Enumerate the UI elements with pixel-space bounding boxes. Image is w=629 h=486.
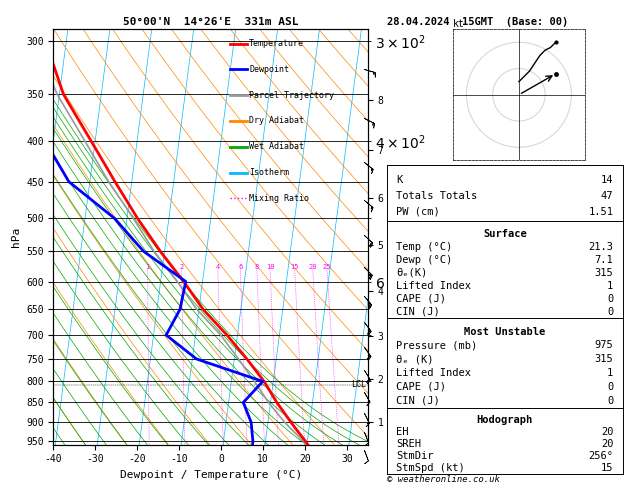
Text: 25: 25: [323, 264, 331, 270]
Text: Temperature: Temperature: [249, 39, 304, 48]
Text: 6: 6: [238, 264, 243, 270]
X-axis label: Dewpoint / Temperature (°C): Dewpoint / Temperature (°C): [120, 470, 302, 480]
Text: 1: 1: [607, 368, 613, 378]
Text: CAPE (J): CAPE (J): [396, 294, 446, 304]
Text: 47: 47: [601, 191, 613, 201]
Text: 15: 15: [601, 463, 613, 473]
Text: 8: 8: [255, 264, 259, 270]
Text: 14: 14: [601, 175, 613, 185]
Text: Dewpoint: Dewpoint: [249, 65, 289, 74]
Text: StmSpd (kt): StmSpd (kt): [396, 463, 465, 473]
Text: Wet Adiabat: Wet Adiabat: [249, 142, 304, 151]
Text: Isotherm: Isotherm: [249, 168, 289, 177]
Text: 15: 15: [291, 264, 299, 270]
Title: 50°00'N  14°26'E  331m ASL: 50°00'N 14°26'E 331m ASL: [123, 17, 299, 27]
Text: θₑ (K): θₑ (K): [396, 354, 434, 364]
Text: Totals Totals: Totals Totals: [396, 191, 477, 201]
Text: Most Unstable: Most Unstable: [464, 327, 545, 337]
Text: PW (cm): PW (cm): [396, 207, 440, 217]
Text: CIN (J): CIN (J): [396, 307, 440, 317]
Text: 1: 1: [607, 281, 613, 291]
Text: Pressure (mb): Pressure (mb): [396, 341, 477, 350]
Text: © weatheronline.co.uk: © weatheronline.co.uk: [387, 474, 499, 484]
Text: 2: 2: [179, 264, 184, 270]
Text: Temp (°C): Temp (°C): [396, 242, 452, 252]
Text: 1: 1: [145, 264, 150, 270]
Text: 975: 975: [594, 341, 613, 350]
Text: Surface: Surface: [483, 229, 526, 239]
Text: CIN (J): CIN (J): [396, 396, 440, 406]
Text: θₑ(K): θₑ(K): [396, 268, 428, 278]
Text: Mixing Ratio: Mixing Ratio: [249, 194, 309, 203]
Text: K: K: [396, 175, 403, 185]
Text: 10: 10: [266, 264, 274, 270]
Y-axis label: km
ASL: km ASL: [434, 237, 452, 259]
Text: 0: 0: [607, 294, 613, 304]
Text: 4: 4: [216, 264, 220, 270]
Text: 20: 20: [601, 427, 613, 437]
Text: 0: 0: [607, 307, 613, 317]
Text: Dry Adiabat: Dry Adiabat: [249, 117, 304, 125]
Text: Lifted Index: Lifted Index: [396, 368, 471, 378]
Text: 21.3: 21.3: [588, 242, 613, 252]
Text: 315: 315: [594, 354, 613, 364]
Text: 20: 20: [308, 264, 317, 270]
Text: 1.51: 1.51: [588, 207, 613, 217]
Text: 28.04.2024  15GMT  (Base: 00): 28.04.2024 15GMT (Base: 00): [387, 17, 568, 27]
Text: CAPE (J): CAPE (J): [396, 382, 446, 392]
Y-axis label: hPa: hPa: [11, 227, 21, 247]
Text: EH: EH: [396, 427, 409, 437]
Text: Dewp (°C): Dewp (°C): [396, 255, 452, 265]
Text: 20: 20: [601, 439, 613, 449]
Text: LCL: LCL: [351, 381, 366, 389]
Text: 315: 315: [594, 268, 613, 278]
Text: kt: kt: [454, 19, 465, 29]
Text: SREH: SREH: [396, 439, 421, 449]
Text: Hodograph: Hodograph: [477, 416, 533, 425]
Text: 256°: 256°: [588, 451, 613, 461]
Text: StmDir: StmDir: [396, 451, 434, 461]
Text: Parcel Trajectory: Parcel Trajectory: [249, 91, 334, 100]
Text: 0: 0: [607, 396, 613, 406]
Text: Lifted Index: Lifted Index: [396, 281, 471, 291]
Text: 7.1: 7.1: [594, 255, 613, 265]
Text: 0: 0: [607, 382, 613, 392]
